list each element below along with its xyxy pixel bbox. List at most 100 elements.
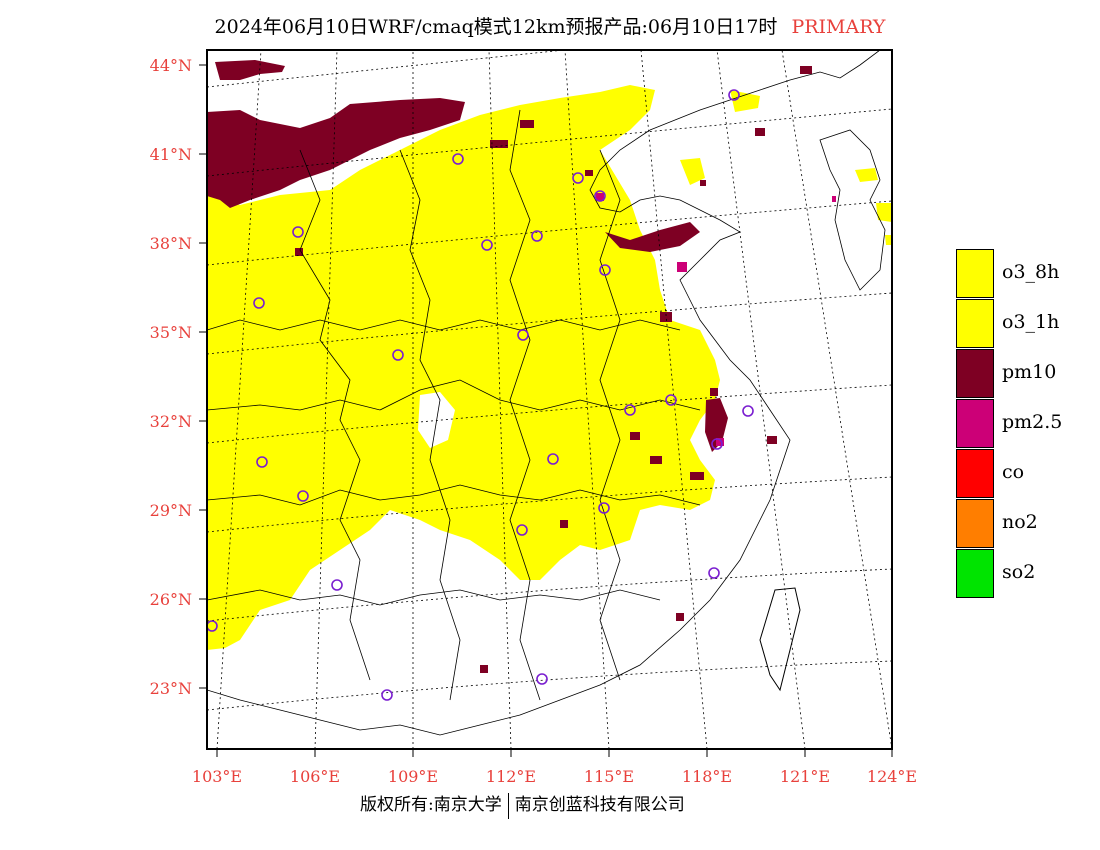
station-marker: [598, 502, 610, 514]
legend-swatch: [956, 549, 994, 598]
title-text: 2024年06月10日WRF/cmaq模式12km预报产品:06月10日17时: [214, 16, 778, 38]
latitude-gridline: [207, 660, 892, 711]
legend-swatch: [956, 399, 994, 448]
map-frame: [206, 49, 893, 750]
pm10-specks: [295, 66, 812, 673]
lat-label: 29°N: [150, 501, 192, 520]
legend-label: co: [1002, 461, 1025, 483]
lat-label: 44°N: [150, 56, 192, 75]
legend-label: no2: [1002, 511, 1038, 533]
lon-label: 115°E: [584, 767, 634, 786]
station-marker: [624, 404, 636, 416]
pm10-region-nw: [215, 60, 285, 80]
lon-label: 118°E: [682, 767, 732, 786]
legend-item-o3-1h: o3_1h: [956, 299, 1096, 349]
station-marker: [594, 190, 606, 202]
station-marker: [531, 230, 543, 242]
o3-region-east: [855, 168, 892, 245]
station-marker: [665, 394, 677, 406]
legend-item-pm2-5: pm2.5: [956, 399, 1096, 449]
lat-label: 38°N: [150, 234, 192, 253]
longitude-gridline: [640, 50, 708, 749]
station-marker: [536, 673, 548, 685]
korea-outline: [819, 129, 886, 291]
station-marker: [516, 524, 528, 536]
legend-label: o3_8h: [1002, 261, 1060, 283]
longitude-axis: 103°E 106°E 109°E 112°E 115°E 118°E 121°E 124°E: [192, 749, 917, 786]
legend-swatch: [956, 449, 994, 498]
legend-swatch: [956, 499, 994, 548]
station-marker: [742, 405, 754, 417]
pm25-specks: [596, 193, 836, 446]
legend-item-no2: no2: [956, 499, 1096, 549]
lat-label: 35°N: [150, 323, 192, 342]
map-title: 2024年06月10日WRF/cmaq模式12km预报产品:06月10日17时 P…: [0, 12, 1100, 39]
station-marker: [253, 297, 265, 309]
station-marker: [728, 89, 740, 101]
lon-label: 121°E: [780, 767, 830, 786]
graticule: [207, 50, 892, 749]
lon-label: 106°E: [290, 767, 340, 786]
lat-label: 32°N: [150, 412, 192, 431]
legend-label: pm10: [1002, 361, 1057, 383]
latitude-gridline: [207, 292, 892, 355]
longitude-gridline: [216, 50, 262, 749]
concentration-field: [207, 50, 892, 736]
longitude-gridline: [488, 50, 512, 749]
station-marker: [711, 438, 723, 450]
legend-label: so2: [1002, 561, 1036, 583]
copyright-right: 南京创蓝科技有限公司: [514, 795, 685, 815]
lon-label: 109°E: [388, 767, 438, 786]
legend-label: o3_1h: [1002, 311, 1060, 333]
station-marker: [599, 264, 611, 276]
longitude-gridline: [314, 50, 338, 749]
station-marker: [297, 490, 309, 502]
legend-swatch: [956, 349, 994, 398]
city-stations: [207, 89, 754, 701]
legend-item-so2: so2: [956, 549, 1096, 599]
pollutant-legend: o3_8h o3_1h pm10 pm2.5 co no2 so2: [956, 249, 1096, 599]
legend-swatch: [956, 249, 994, 298]
taiwan-outline: [759, 587, 801, 692]
legend-item-co: co: [956, 449, 1096, 499]
station-marker: [292, 226, 304, 238]
copyright-divider: [507, 792, 509, 819]
station-marker: [331, 579, 343, 591]
copyright-left: 版权所有:南京大学: [360, 795, 502, 815]
legend-swatch: [956, 299, 994, 348]
primary-tag: PRIMARY: [791, 16, 886, 38]
station-marker: [256, 456, 268, 468]
station-marker: [207, 620, 218, 632]
station-marker: [392, 349, 404, 361]
legend-item-o3-8h: o3_8h: [956, 249, 1096, 299]
lon-label: 112°E: [486, 767, 536, 786]
station-marker: [572, 172, 584, 184]
station-marker: [381, 689, 393, 701]
pm10-region-north: [207, 98, 465, 208]
longitude-gridline: [564, 50, 610, 749]
latitude-gridline: [207, 50, 569, 88]
legend-item-pm10: pm10: [956, 349, 1096, 399]
station-marker: [708, 567, 720, 579]
station-marker: [452, 153, 464, 165]
latitude-gridline: [207, 108, 892, 177]
lon-label: 124°E: [867, 767, 917, 786]
lat-label: 26°N: [150, 590, 192, 609]
lon-label: 103°E: [192, 767, 242, 786]
o3-region: [207, 85, 720, 650]
station-marker: [517, 329, 529, 341]
latitude-axis: 44°N 41°N 38°N 35°N 32°N 29°N 26°N 23°N: [150, 56, 207, 698]
station-marker: [547, 453, 559, 465]
lat-label: 23°N: [150, 679, 192, 698]
longitude-gridline: [781, 50, 892, 749]
o3-region-ne: [680, 90, 760, 185]
copyright: 版权所有:南京大学 南京创蓝科技有限公司: [360, 790, 685, 819]
latitude-gridline: [207, 568, 892, 622]
pm10-region-bohai: [605, 222, 700, 252]
lat-label: 41°N: [150, 145, 192, 164]
latitude-gridline: [207, 384, 892, 444]
latitude-gridline: [207, 200, 892, 266]
station-marker: [481, 239, 493, 251]
legend-label: pm2.5: [1002, 411, 1063, 433]
